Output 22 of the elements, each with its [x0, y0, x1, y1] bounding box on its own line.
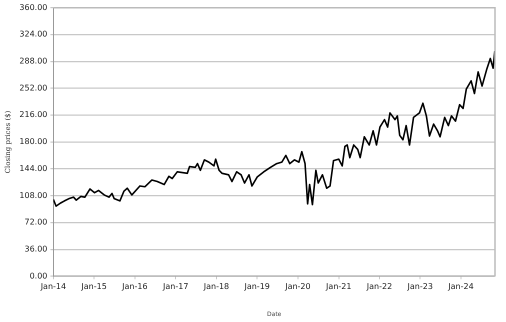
x-tick-label: Jan-16: [121, 282, 148, 292]
x-tick-label: Jan-15: [80, 282, 107, 292]
x-tick-label: Jan-24: [447, 282, 474, 292]
x-tick-label: Jan-21: [325, 282, 352, 292]
y-tick-label: 252.00: [19, 83, 48, 92]
x-tick-label: Jan-17: [162, 282, 188, 292]
y-tick-label: 108.00: [19, 190, 48, 200]
x-tick-label: Jan-14: [40, 282, 66, 292]
y-tick-label: 180.00: [19, 137, 48, 146]
y-tick-label: 0.00: [30, 271, 48, 280]
y-tick-label: 360.00: [19, 2, 48, 12]
y-tick-label: 288.00: [19, 56, 48, 66]
x-tick-label: Jan-23: [406, 282, 433, 292]
y-tick-label: 36.00: [24, 244, 48, 254]
x-tick-label: Jan-19: [243, 282, 270, 292]
x-tick-label: Jan-22: [366, 282, 392, 292]
x-tick-label: Jan-20: [284, 282, 311, 292]
y-tick-label: 216.00: [19, 110, 48, 120]
y-tick-label: 324.00: [19, 30, 48, 39]
y-tick-label: 144.00: [19, 164, 48, 173]
x-tick-label: Jan-18: [202, 282, 230, 292]
y-tick-label: 72.00: [24, 218, 48, 227]
